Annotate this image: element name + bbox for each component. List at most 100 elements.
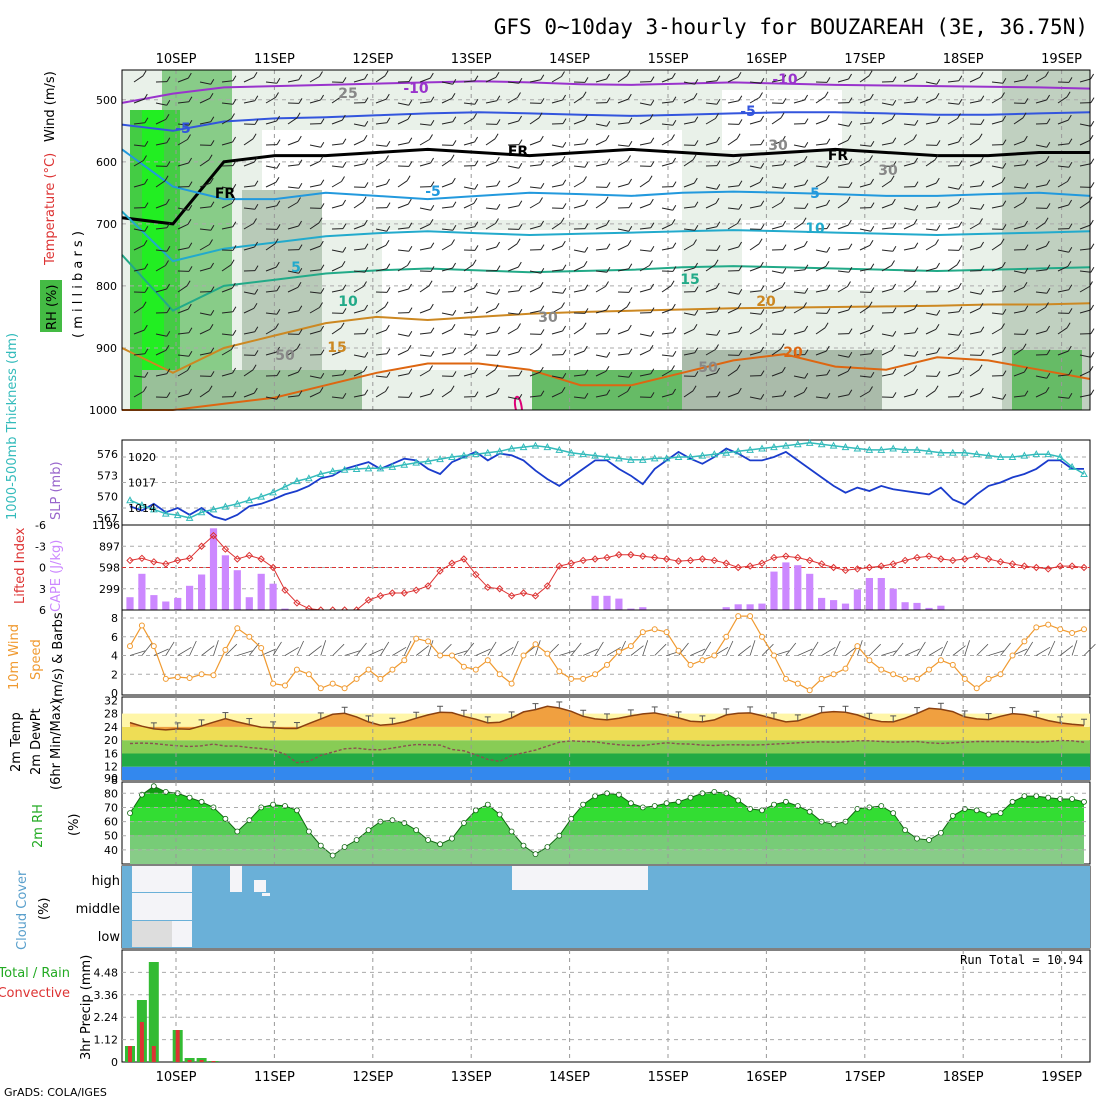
precip-axis-label: 3hr Precip (mm) (79, 955, 94, 1060)
li-tick: 3 (39, 583, 46, 596)
rh-point (414, 828, 419, 833)
pressure-tick: 800 (96, 280, 117, 293)
slp-tick: 1020 (128, 451, 156, 464)
wind-speed-point (223, 647, 228, 652)
rh-shade (1012, 350, 1082, 410)
top-date-label: 12SEP (352, 52, 393, 67)
wind-speed-point (819, 676, 824, 681)
cape-tick: 598 (99, 562, 120, 575)
wind-speed-point (903, 676, 908, 681)
cloud-gap (132, 866, 192, 892)
wind-speed-point (187, 676, 192, 681)
wind-speed-point (712, 653, 717, 658)
cloud-cover-label: Cloud Cover (15, 870, 30, 950)
temp-tick: 20 (104, 734, 118, 747)
rh-point (426, 838, 431, 843)
rh-tick: 50 (104, 830, 118, 843)
cloud-gap (512, 866, 632, 890)
cape-bar (198, 575, 205, 611)
rh-point (1070, 797, 1075, 802)
thickness-label: 1000-500mb Thickness (dm) (5, 333, 20, 520)
wind-speed-point (330, 681, 335, 686)
wind-tick: 4 (111, 650, 118, 663)
wind-speed-point (247, 634, 252, 639)
rh-point (1022, 794, 1027, 799)
cape-bar (270, 584, 277, 610)
cloud-gap (132, 921, 172, 947)
rh-point (223, 816, 228, 821)
rh-point (760, 808, 765, 813)
cape-bar (138, 574, 145, 610)
rh-band (122, 850, 1090, 864)
rh-point (128, 811, 133, 816)
cloud-gap (622, 866, 648, 890)
top-date-label: 19SEP (1041, 52, 1082, 67)
temp-tick: 32 (104, 694, 118, 707)
rh-point (1082, 799, 1087, 804)
temp-tick: 16 (104, 747, 118, 760)
cloud-gap (230, 866, 242, 892)
rh-shading (122, 70, 1090, 410)
wind-speed-point (294, 667, 299, 672)
precip-conv-bar (128, 1046, 132, 1062)
precip-tick: 1.12 (94, 1034, 119, 1047)
cape-bar (854, 589, 861, 610)
wind-speed-point (1046, 622, 1051, 627)
cloud-gap (585, 866, 607, 890)
cape-bar (902, 602, 909, 610)
wind-speed-point (235, 626, 240, 631)
precip-conv-bar (200, 1060, 204, 1062)
wind-speed-point (414, 636, 419, 641)
wind-speed-point (497, 672, 502, 677)
wind-speed-point (151, 644, 156, 649)
rh-point (676, 799, 681, 804)
rh-point (366, 828, 371, 833)
cloud-row-label: low (98, 930, 121, 945)
cape-bar (794, 565, 801, 610)
wind-speed-point (461, 664, 466, 669)
wind-speed-point (807, 688, 812, 693)
temp-band (122, 753, 1090, 766)
contour-label: -10 (403, 81, 429, 97)
wind-speed-point (139, 623, 144, 628)
rh-point (342, 845, 347, 850)
pressure-tick: 500 (96, 94, 117, 107)
rh2m-label: 2m RH (31, 804, 46, 848)
precip-tick: 3.36 (94, 989, 119, 1002)
wind-speed-point (962, 676, 967, 681)
wind-speed-point (581, 676, 586, 681)
rh-point (628, 801, 633, 806)
wind-speed-point (175, 675, 180, 680)
top-date-label: 13SEP (451, 52, 492, 67)
wind-axis-label: Wind (m/s) (43, 71, 58, 142)
rh-point (199, 799, 204, 804)
cape-bar (162, 602, 169, 611)
cape-tick: 897 (99, 540, 120, 553)
precip-conv-bar (188, 1060, 192, 1062)
rh-point (450, 836, 455, 841)
cape-bar (913, 603, 920, 610)
rh-point (151, 784, 156, 789)
rh-point (998, 811, 1003, 816)
rh-axis-label: RH (%) (45, 285, 60, 330)
rh-point (521, 843, 526, 848)
precip-tick: 0 (111, 1056, 118, 1069)
rh-band (122, 836, 1090, 850)
thickness-tick: 576 (97, 448, 118, 461)
wind-speed-point (867, 658, 872, 663)
wind-speed-point (974, 686, 979, 691)
rh-tick: 60 (104, 816, 118, 829)
wind-speed-point (450, 653, 455, 658)
slp-tick: 1017 (128, 477, 156, 490)
li-tick: -3 (35, 540, 46, 553)
wind-speed-point (760, 634, 765, 639)
wind-speed-point (390, 667, 395, 672)
wind-speed-point (128, 644, 133, 649)
wind-speed-point (605, 662, 610, 667)
wind-speed-point (259, 646, 264, 651)
cape-bar (782, 562, 789, 610)
cape-bar (174, 598, 181, 610)
slp-label: SLP (mb) (49, 461, 64, 520)
